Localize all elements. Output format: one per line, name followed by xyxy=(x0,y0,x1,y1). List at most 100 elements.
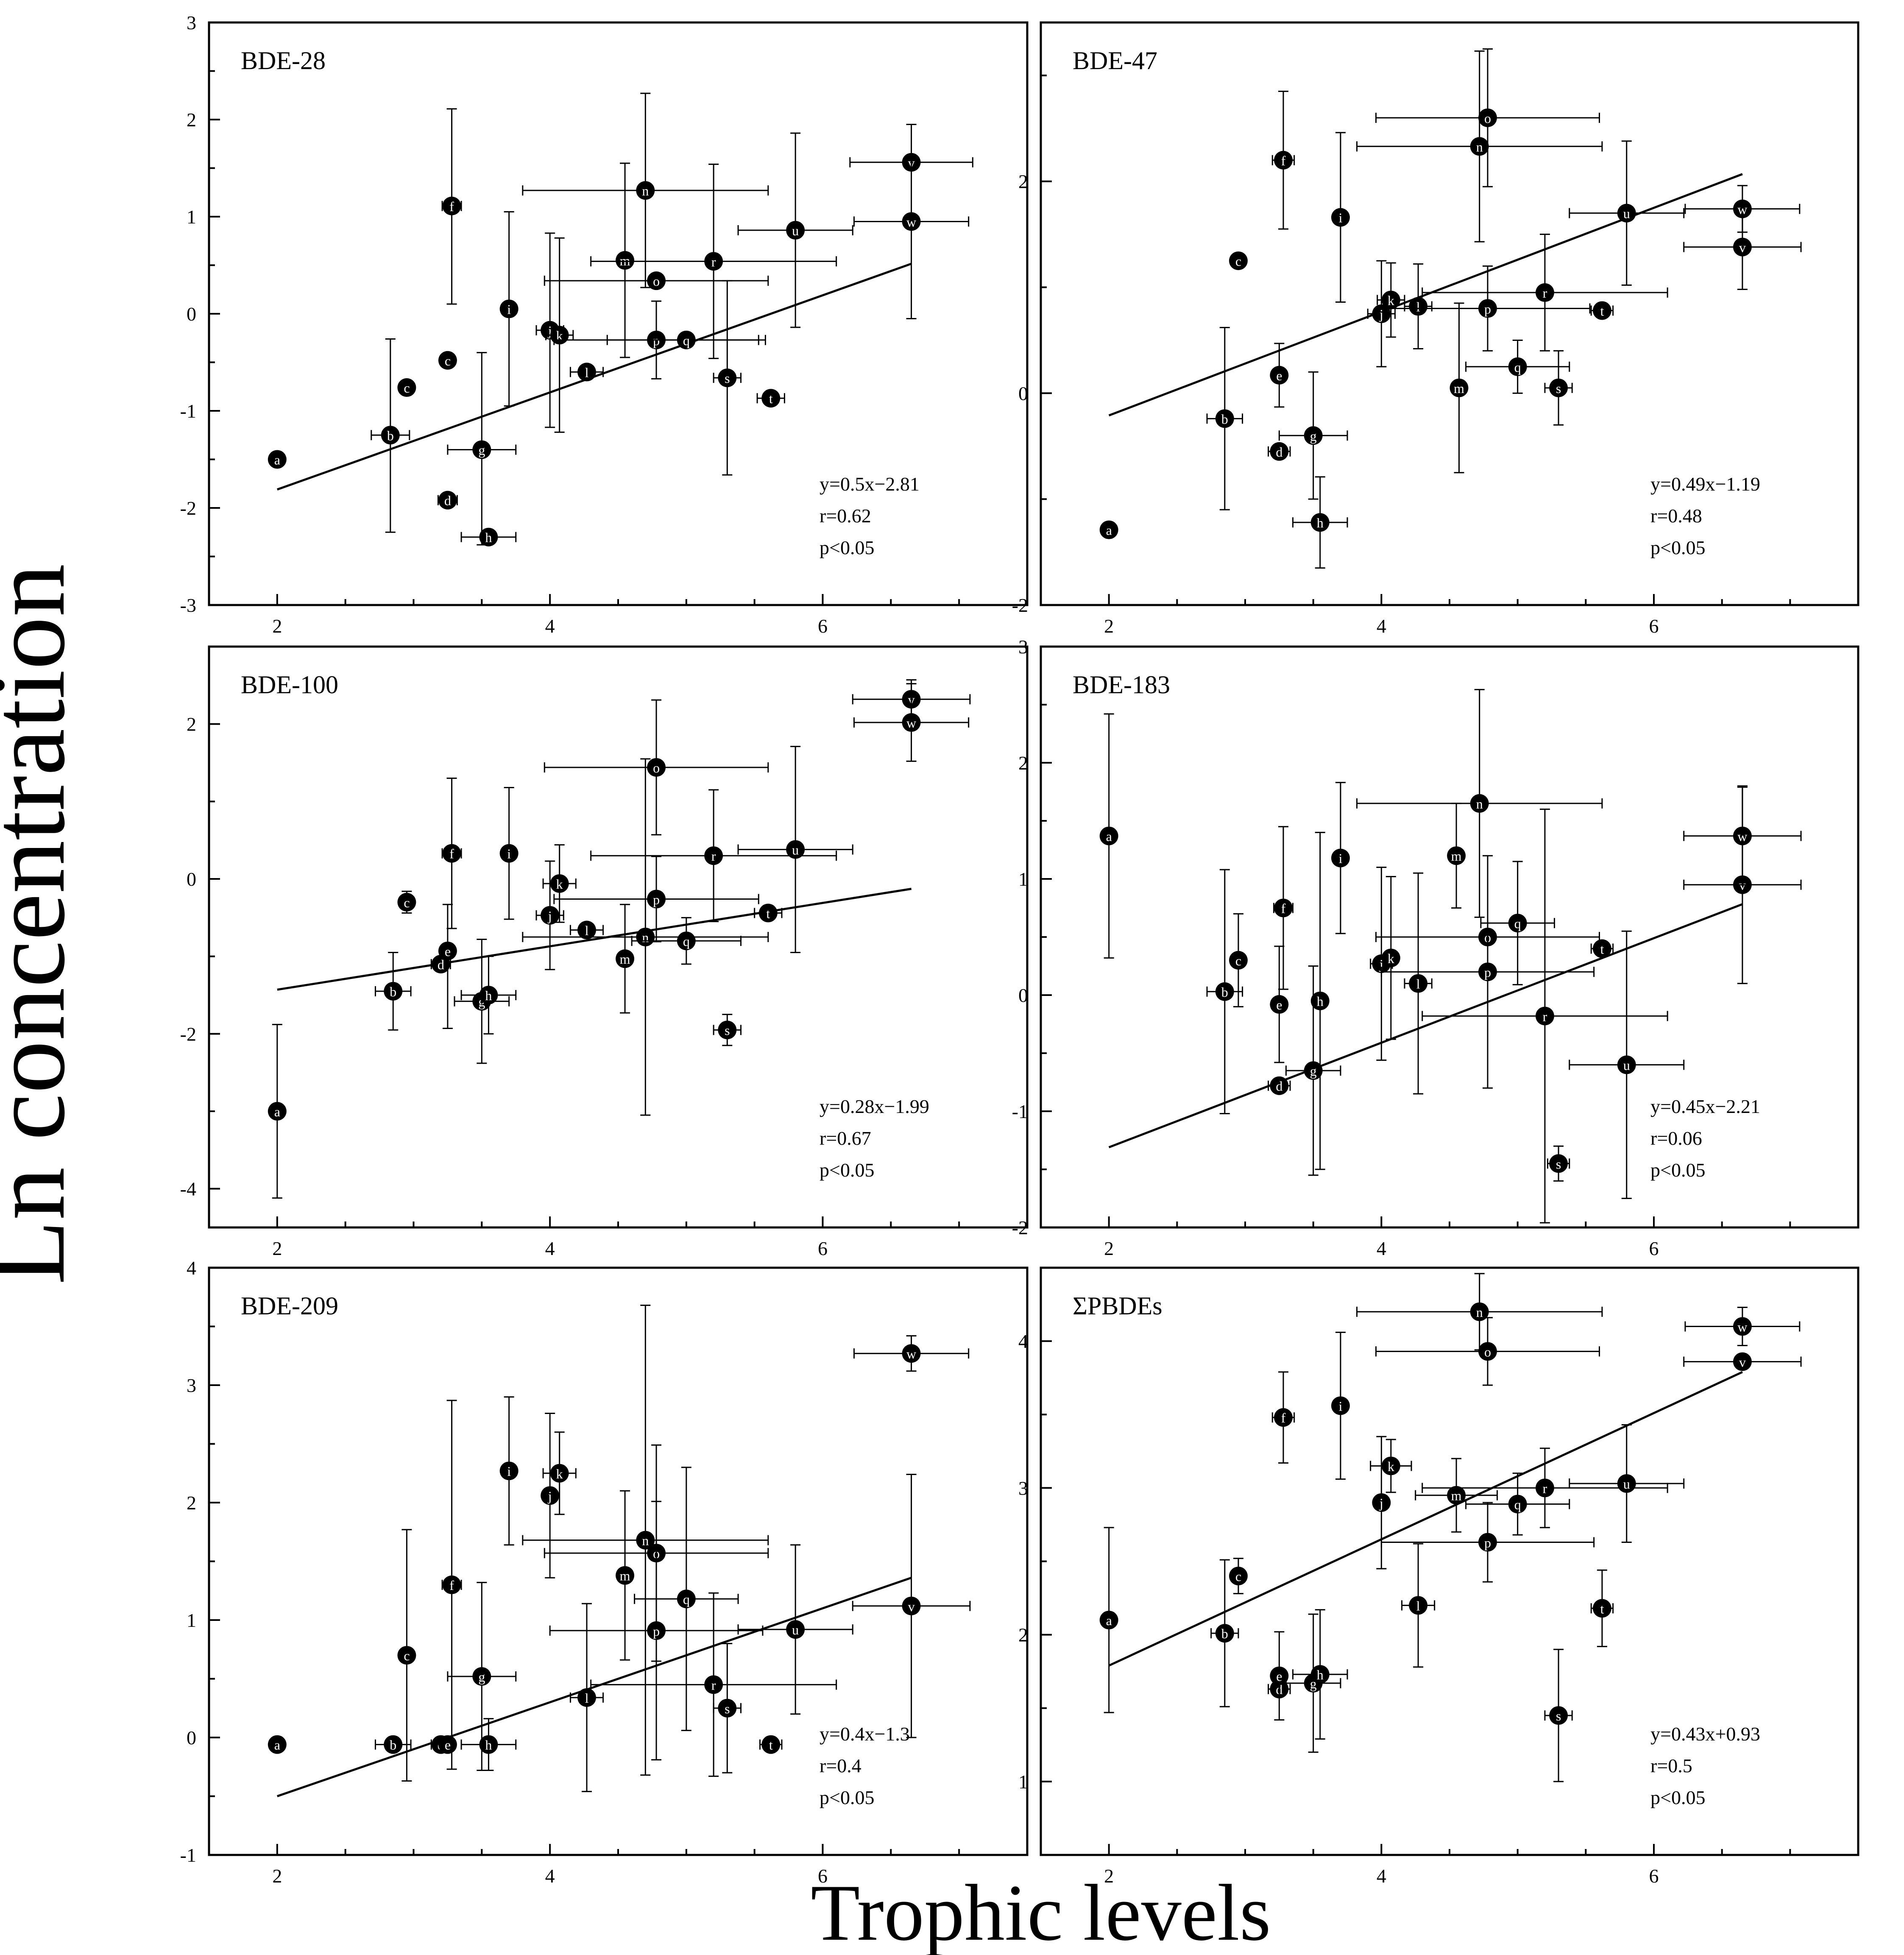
data-point xyxy=(1617,1055,1636,1074)
data-point xyxy=(1535,1007,1554,1026)
y-tick-label: -1 xyxy=(180,1844,196,1866)
data-point-label: f xyxy=(1281,901,1286,916)
data-point xyxy=(902,1344,921,1363)
data-point-label: k xyxy=(1388,1459,1394,1474)
data-point xyxy=(1310,1665,1330,1684)
data-point-label: i xyxy=(507,302,511,317)
data-point xyxy=(1733,199,1752,218)
data-point xyxy=(384,982,403,1001)
y-tick-label: -2 xyxy=(1012,1217,1028,1238)
data-point-label: i xyxy=(1338,1398,1342,1414)
data-point-label: a xyxy=(274,1737,280,1753)
y-tick-label: 2 xyxy=(187,714,196,735)
panel: 2 4 6 -4 -2 0 2 BDE-100 y=0.28x−1.99 r=0.67 p<0.05… xyxy=(180,645,1029,1259)
data-point-label: k xyxy=(556,1466,563,1481)
data-point-label: c xyxy=(445,353,451,368)
x-tick-label: 6 xyxy=(1649,1238,1659,1259)
data-point-label: d xyxy=(444,493,451,508)
y-tick-label: 2 xyxy=(1018,171,1028,192)
fit-annotation: y=0.4x−1.3 xyxy=(820,1723,910,1745)
data-point-label: q xyxy=(1514,1497,1521,1512)
data-point xyxy=(647,758,666,777)
data-point xyxy=(902,1596,921,1615)
data-point-label: j xyxy=(1379,307,1383,322)
data-point-label: l xyxy=(1416,976,1420,992)
data-point xyxy=(1733,826,1752,845)
data-point-label: l xyxy=(1416,1598,1420,1613)
data-point xyxy=(479,1735,498,1754)
data-point xyxy=(1310,991,1330,1010)
panel-title: BDE-28 xyxy=(241,47,326,75)
data-point-label: k xyxy=(1388,951,1394,966)
data-point xyxy=(442,196,461,215)
regression-line xyxy=(1108,173,1743,417)
data-point-label: i xyxy=(1338,210,1342,226)
data-point xyxy=(1331,1396,1350,1415)
panel-title: BDE-47 xyxy=(1073,47,1157,75)
data-point-label: r xyxy=(1543,1481,1547,1496)
data-point-label: h xyxy=(485,530,492,545)
fit-annotation: p<0.05 xyxy=(820,1159,874,1181)
y-tick-label: 3 xyxy=(187,12,196,33)
data-point xyxy=(1229,251,1248,271)
data-point xyxy=(384,1735,403,1754)
data-point-label: c xyxy=(1235,953,1241,968)
data-point-label: j xyxy=(548,908,552,923)
data-point xyxy=(268,450,287,469)
panel: 2 4 6 -3 -2 -1 0 1 2 3 BDE-28 y=0.5x−2.81 r=0.62 p<0.… xyxy=(180,12,1029,637)
data-point-label: u xyxy=(1623,1476,1630,1492)
data-point xyxy=(541,1486,560,1505)
fit-annotation: r=0.67 xyxy=(820,1127,871,1149)
data-point-label: s xyxy=(1556,1708,1561,1724)
y-tick-label: -2 xyxy=(180,1023,196,1045)
data-point xyxy=(677,330,696,349)
y-tick-label: -1 xyxy=(180,400,196,422)
data-point-label: b xyxy=(390,984,396,999)
y-tick-label: 0 xyxy=(1018,984,1028,1006)
data-point xyxy=(616,251,635,270)
data-point xyxy=(677,1590,696,1609)
data-point-label: a xyxy=(1106,829,1112,844)
panel: 2461234ΣPBDEsy=0.43x+0.93r=0.5p<0.05abcd… xyxy=(1018,1266,1859,1887)
panel-title: BDE-209 xyxy=(241,1292,338,1320)
data-point xyxy=(1270,442,1289,461)
data-point xyxy=(479,527,498,547)
y-tick-label: 0 xyxy=(187,1727,196,1749)
x-tick-label: 4 xyxy=(1377,615,1386,637)
data-point xyxy=(616,949,635,968)
data-point xyxy=(1270,365,1289,385)
data-point xyxy=(472,440,491,459)
x-tick-label: 6 xyxy=(818,1865,828,1887)
data-point xyxy=(761,1735,781,1754)
data-point-label: u xyxy=(792,842,799,858)
data-point xyxy=(1381,948,1400,968)
data-point-label: n xyxy=(642,1533,649,1548)
y-tick-label: 1 xyxy=(1018,868,1028,890)
data-point-label: c xyxy=(404,895,410,910)
data-point xyxy=(786,221,805,240)
data-point xyxy=(1215,409,1234,428)
fit-annotation: r=0.5 xyxy=(1650,1755,1692,1777)
data-point-label: t xyxy=(1600,941,1604,957)
data-point-label: q xyxy=(1514,360,1521,375)
y-tick-label: 3 xyxy=(1018,636,1028,658)
y-tick-label: -2 xyxy=(1012,594,1028,616)
y-tick-label: -4 xyxy=(180,1178,196,1200)
data-point-label: u xyxy=(1623,206,1630,221)
data-point xyxy=(1270,1666,1289,1685)
data-point-label: f xyxy=(449,199,454,214)
data-point-label: n xyxy=(1476,1305,1483,1320)
y-tick-label: -1 xyxy=(1012,1101,1028,1122)
data-point xyxy=(438,941,457,960)
data-point xyxy=(577,920,597,940)
data-point-label: m xyxy=(620,951,630,967)
data-point-label: w xyxy=(906,214,916,229)
data-point-label: p xyxy=(653,892,660,907)
data-point-label: q xyxy=(683,333,690,348)
data-point-label: n xyxy=(1476,139,1483,154)
data-point-label: t xyxy=(1600,304,1604,319)
data-point xyxy=(1470,794,1489,813)
x-tick-label: 2 xyxy=(272,1238,282,1259)
data-point-label: a xyxy=(274,1104,280,1119)
